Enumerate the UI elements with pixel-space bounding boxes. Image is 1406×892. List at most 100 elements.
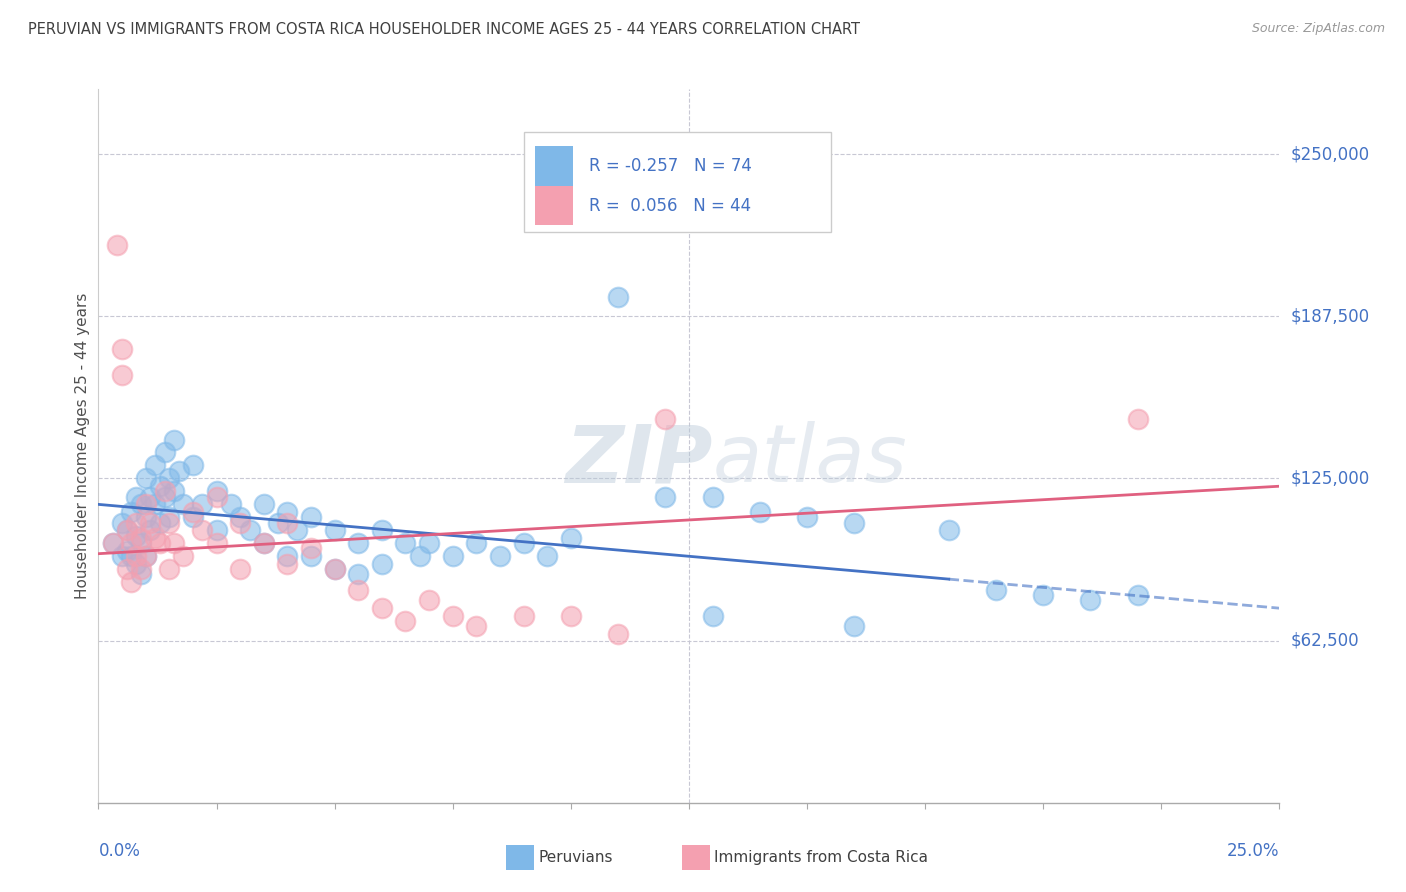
Point <box>143 531 166 545</box>
Point <box>143 458 166 473</box>
Point <box>163 433 186 447</box>
Point <box>139 490 162 504</box>
Text: $187,500: $187,500 <box>1291 307 1369 326</box>
Point <box>536 549 558 564</box>
Point <box>125 549 148 564</box>
Point <box>323 562 346 576</box>
Point <box>299 541 322 556</box>
Point <box>489 549 512 564</box>
Point <box>101 536 124 550</box>
Point <box>371 524 394 538</box>
Point <box>163 484 186 499</box>
Point <box>512 609 534 624</box>
Point <box>105 238 128 252</box>
Point <box>139 516 162 530</box>
Text: atlas: atlas <box>713 421 907 500</box>
FancyBboxPatch shape <box>536 186 574 225</box>
Text: 25.0%: 25.0% <box>1227 842 1279 860</box>
Point <box>129 497 152 511</box>
Point <box>607 627 630 641</box>
Point <box>253 497 276 511</box>
Point <box>239 524 262 538</box>
Point <box>418 593 440 607</box>
Point <box>121 575 143 590</box>
Point <box>267 516 290 530</box>
Text: ZIP: ZIP <box>565 421 713 500</box>
Point <box>149 536 172 550</box>
Point <box>153 490 176 504</box>
Point <box>115 524 138 538</box>
Point <box>181 458 204 473</box>
Text: $125,000: $125,000 <box>1291 469 1369 487</box>
Point <box>153 445 176 459</box>
Point <box>441 609 464 624</box>
Point <box>139 524 162 538</box>
FancyBboxPatch shape <box>523 132 831 232</box>
Point <box>938 524 960 538</box>
Point <box>101 536 124 550</box>
Point <box>347 536 370 550</box>
Point <box>394 614 416 628</box>
Point <box>299 510 322 524</box>
Point <box>125 516 148 530</box>
Point <box>1126 588 1149 602</box>
Point <box>347 582 370 597</box>
Point <box>205 524 228 538</box>
Point <box>125 528 148 542</box>
Point <box>253 536 276 550</box>
Point <box>371 557 394 571</box>
Point <box>205 536 228 550</box>
Point <box>135 549 157 564</box>
Point <box>167 464 190 478</box>
Point <box>1032 588 1054 602</box>
Point <box>157 471 180 485</box>
Point <box>115 562 138 576</box>
Text: Immigrants from Costa Rica: Immigrants from Costa Rica <box>714 850 928 864</box>
Point <box>129 562 152 576</box>
Point <box>121 536 143 550</box>
Point <box>129 531 152 545</box>
Text: 0.0%: 0.0% <box>98 842 141 860</box>
Point <box>418 536 440 550</box>
Point <box>157 562 180 576</box>
Point <box>135 549 157 564</box>
Point <box>163 536 186 550</box>
Point <box>748 505 770 519</box>
Point <box>323 524 346 538</box>
Point <box>796 510 818 524</box>
Point <box>129 536 152 550</box>
Point <box>299 549 322 564</box>
Point <box>121 505 143 519</box>
Point <box>702 490 724 504</box>
Point <box>441 549 464 564</box>
Point <box>465 619 488 633</box>
Point <box>394 536 416 550</box>
Point <box>1126 411 1149 425</box>
Point <box>654 490 676 504</box>
Point <box>654 411 676 425</box>
Point <box>111 516 134 530</box>
Text: R =  0.056   N = 44: R = 0.056 N = 44 <box>589 196 751 214</box>
Point <box>153 484 176 499</box>
Point <box>253 536 276 550</box>
Point <box>125 490 148 504</box>
Point <box>172 497 194 511</box>
Point <box>844 516 866 530</box>
Point <box>157 516 180 530</box>
Point <box>560 609 582 624</box>
Point <box>111 368 134 382</box>
Point <box>512 536 534 550</box>
Point <box>276 505 298 519</box>
Point <box>844 619 866 633</box>
Point <box>408 549 430 564</box>
Point <box>181 505 204 519</box>
Point <box>285 524 308 538</box>
Point <box>219 497 242 511</box>
Point <box>323 562 346 576</box>
Point <box>276 549 298 564</box>
Text: Peruvians: Peruvians <box>538 850 613 864</box>
Point <box>347 567 370 582</box>
Point <box>157 510 180 524</box>
Point <box>149 516 172 530</box>
Point <box>143 497 166 511</box>
